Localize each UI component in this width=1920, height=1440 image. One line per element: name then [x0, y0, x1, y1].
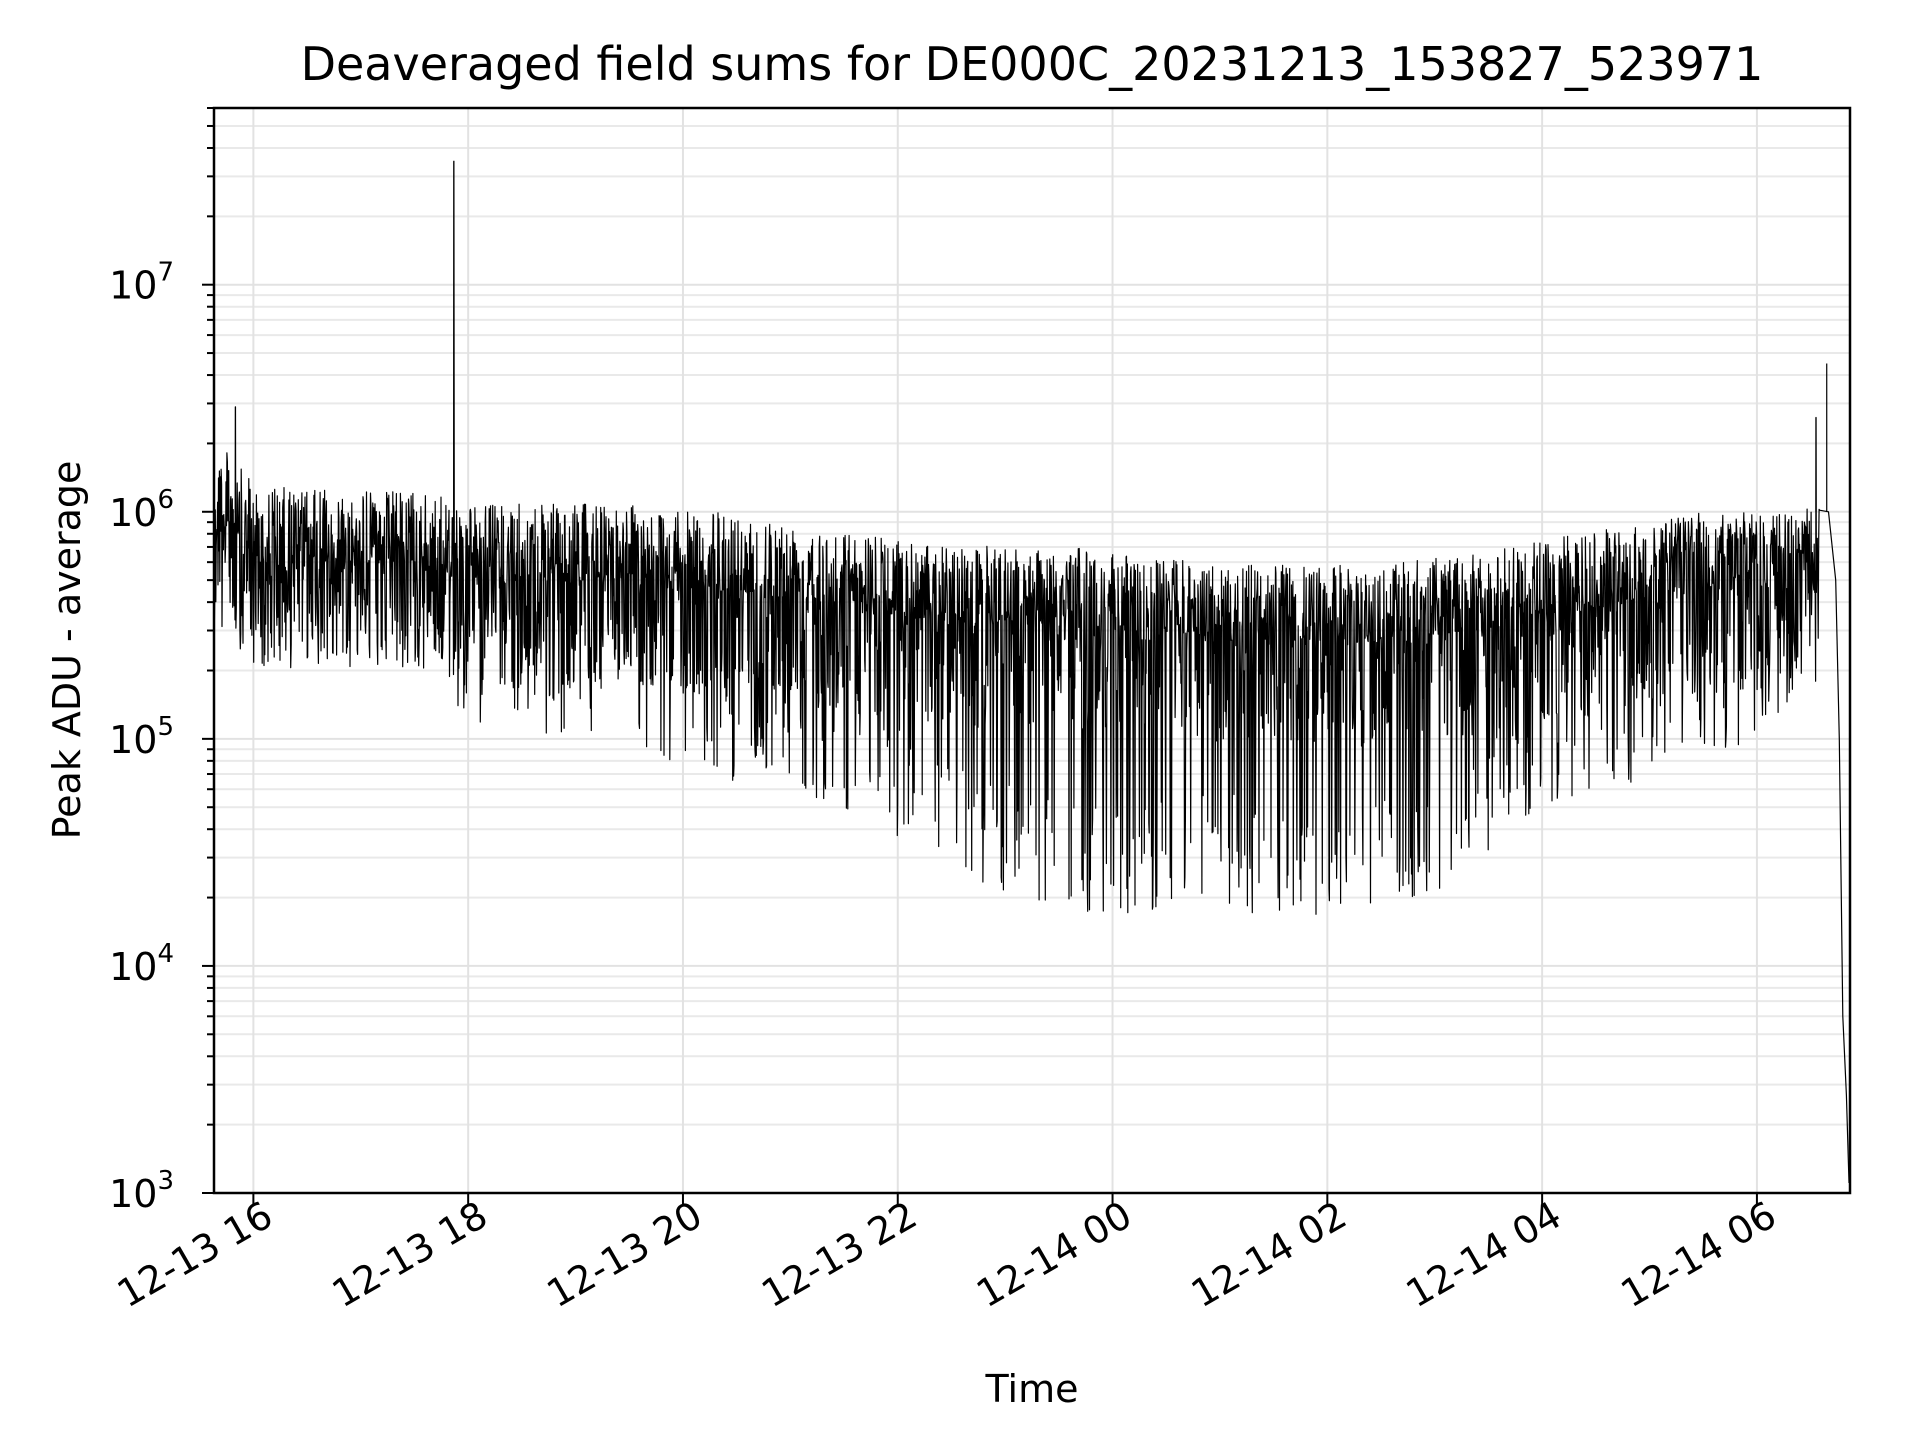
x-ticks: 12-13 16 12-13 18 12-13 20 12-13 22 12-14 00…: [110, 1193, 1784, 1317]
x-tick-label: 12-14 02: [1184, 1193, 1354, 1317]
x-axis-label: Time: [985, 1367, 1079, 1411]
x-tick-label: 12-13 18: [325, 1193, 495, 1317]
y-ticks: 103 104 105 106 107: [109, 107, 214, 1216]
x-tick-label: 12-14 00: [969, 1193, 1139, 1317]
y-tick-label: 104: [109, 939, 174, 989]
x-tick-label: 12-13 20: [539, 1193, 709, 1317]
y-tick-label: 105: [109, 712, 174, 762]
x-tick-label: 12-13 22: [754, 1193, 924, 1317]
y-axis-label: Peak ADU - average: [45, 461, 89, 840]
series-line: [213, 160, 1850, 1184]
plot-frame: [212, 106, 1852, 1195]
x-tick-label: 12-14 06: [1613, 1193, 1783, 1317]
x-tick-label: 12-14 04: [1399, 1193, 1569, 1317]
y-tick-label: 106: [109, 485, 174, 535]
y-tick-label: 107: [109, 258, 174, 308]
series-layer: [213, 160, 1850, 1184]
y-tick-label: 103: [109, 1166, 174, 1216]
chart-title: Deaveraged field sums for DE000C_2023121…: [301, 37, 1764, 91]
